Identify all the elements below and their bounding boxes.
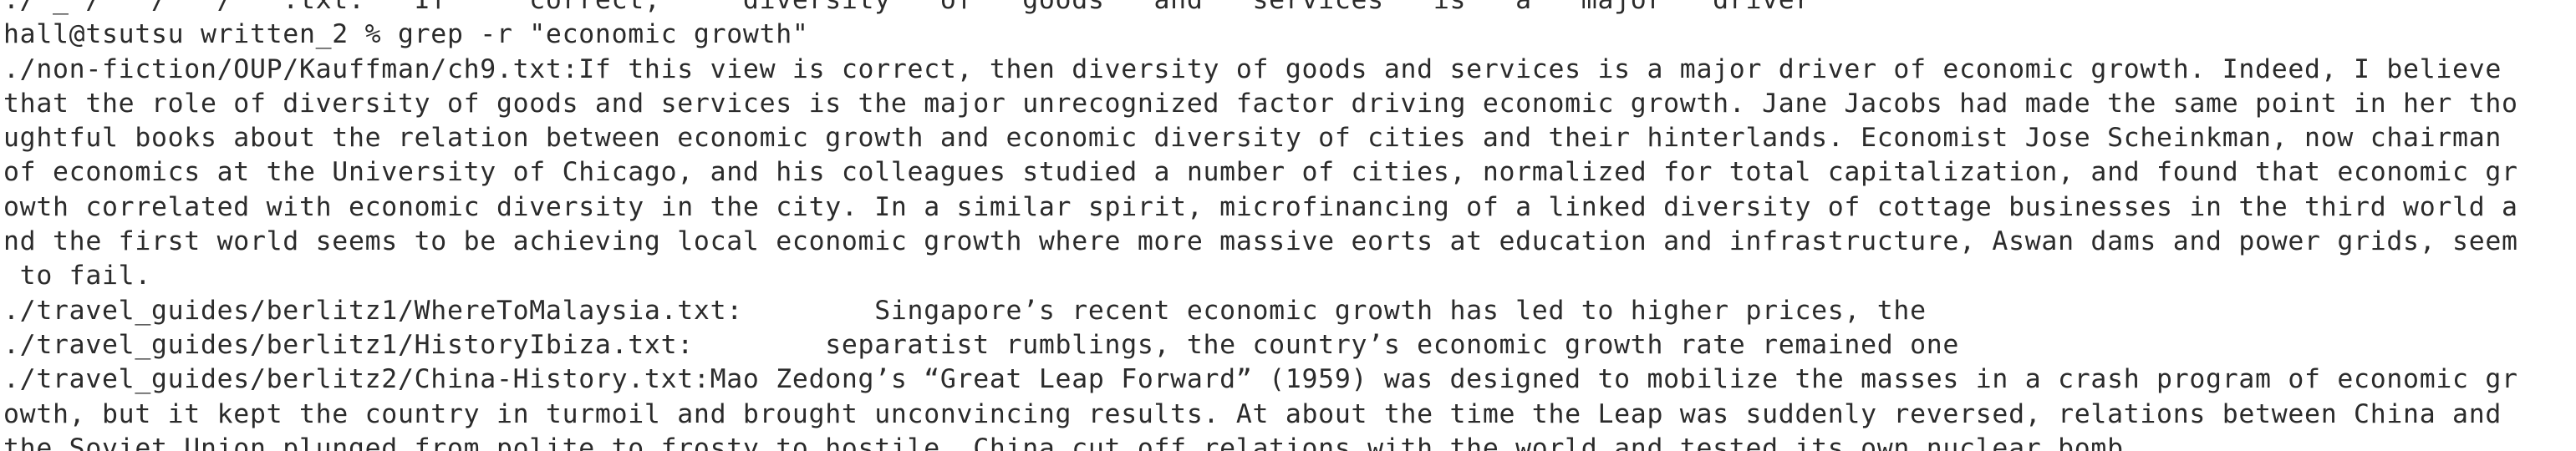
output-line: owth correlated with economic diversity …: [3, 191, 2518, 222]
output-line: ./travel_guides/berlitz2/China-History.t…: [3, 364, 2518, 395]
shell-prompt-command[interactable]: hall@tsutsu written_2 % grep -r "economi…: [3, 19, 809, 50]
output-line: ./travel_guides/berlitz1/HistoryIbiza.tx…: [3, 329, 1960, 360]
output-line: ./travel_guides/berlitz1/WhereToMalaysia…: [3, 295, 1927, 326]
output-line: that the role of diversity of goods and …: [3, 88, 2518, 119]
terminal-output: ./ _ / / / .txt: If correct, diversity o…: [3, 0, 2518, 451]
output-line: ./non-fiction/OUP/Kauffman/ch9.txt:If th…: [3, 53, 2502, 84]
output-line: the Soviet Union plunged from polite to …: [3, 433, 2141, 451]
output-line: nd the first world seems to be achieving…: [3, 226, 2518, 257]
output-line: of economics at the University of Chicag…: [3, 157, 2518, 188]
output-line: ughtful books about the relation between…: [3, 123, 2502, 154]
output-line: owth, but it kept the country in turmoil…: [3, 398, 2502, 429]
output-line: to fail.: [3, 261, 151, 291]
terminal-line-clipped: ./ _ / / / .txt: If correct, diversity o…: [3, 0, 1812, 15]
